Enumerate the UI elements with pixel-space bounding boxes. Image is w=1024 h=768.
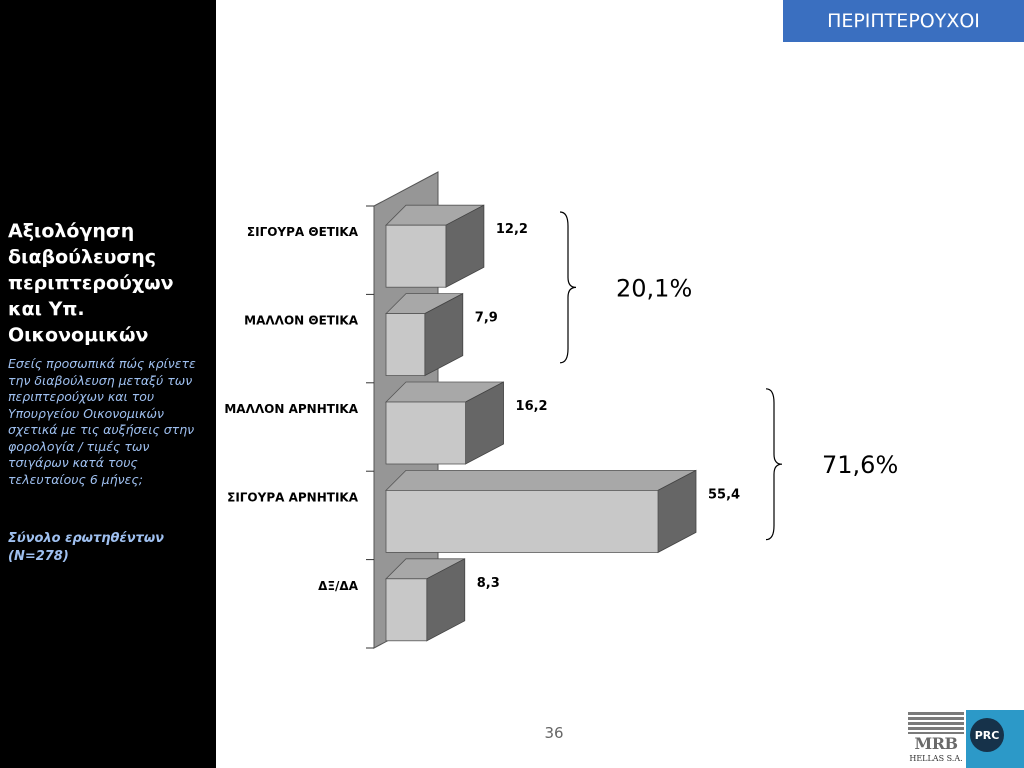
sample-size-note: Σύνολο ερωτηθέντων (Ν=278) [8, 531, 164, 564]
chart-bars [385, 204, 697, 642]
bar-chart: ΣΙΓΟΥΡΑ ΘΕΤΙΚΑ ΜΑΛΛΟΝ ΘΕΤΙΚΑ ΜΑΛΛΟΝ ΑΡΝΗΤΙ… [224, 171, 898, 649]
chart-value-label: 8,3 [477, 576, 500, 591]
chart-bar [385, 381, 504, 465]
chart-category-labels: ΣΙΓΟΥΡΑ ΘΕΤΙΚΑ ΜΑΛΛΟΝ ΘΕΤΙΚΑ ΜΑΛΛΟΝ ΑΡΝΗΤΙ… [224, 225, 358, 593]
slide-title: Αξιολόγηση διαβούλευσης περιπτερούχων κα… [8, 220, 174, 346]
chart-bar-front [385, 224, 447, 288]
chart-group-label: 71,6% [822, 451, 898, 479]
chart-bar-front [385, 401, 466, 465]
chart-group-annotations: 20,1% 71,6% [559, 211, 898, 541]
chart-category-label: ΣΙΓΟΥΡΑ ΘΕΤΙΚΑ [247, 225, 359, 239]
chart-bar-front [385, 313, 426, 377]
chart-bar-front [385, 489, 659, 553]
mrb-logo: MRB HELLAS S.A. [908, 710, 964, 768]
chart-bar-top [385, 469, 697, 491]
survey-question: Εσείς προσωπικά πώς κρίνετε την διαβούλε… [8, 356, 196, 487]
chart-category-label: ΜΑΛΛΟΝ ΑΡΝΗΤΙΚΑ [224, 402, 358, 416]
chart-bar [385, 204, 485, 288]
chart-group-brace [765, 388, 783, 541]
mrb-logo-stripes [908, 712, 964, 734]
prc-logo: PRC [966, 710, 1024, 768]
chart-category-label: ΣΙΓΟΥΡΑ ΑΡΝΗΤΙΚΑ [227, 490, 359, 504]
segment-badge: ΠΕΡΙΠΤΕΡΟΥΧΟΙ [783, 0, 1024, 42]
chart-group-brace [559, 211, 577, 364]
chart-value-label: 55,4 [708, 487, 740, 502]
chart-axis-ticks [366, 205, 374, 649]
chart-bar [385, 558, 466, 642]
chart-value-label: 7,9 [475, 311, 498, 326]
page-number: 36 [544, 724, 564, 742]
chart-category-label: ΜΑΛΛΟΝ ΘΕΤΙΚΑ [244, 314, 359, 328]
chart-bar [385, 469, 697, 554]
sidebar-panel: Αξιολόγηση διαβούλευσης περιπτερούχων κα… [0, 0, 216, 768]
prc-logo-bubble: PRC [970, 718, 1004, 752]
chart-value-label: 12,2 [496, 222, 528, 237]
chart-value-labels: 12,2 7,9 16,2 55,4 8,3 [475, 222, 740, 591]
chart-category-label: ΔΞ/ΔΑ [318, 579, 359, 593]
mrb-logo-subtext: HELLAS S.A. [909, 754, 963, 763]
chart-group-label: 20,1% [616, 274, 692, 302]
chart-bar [385, 292, 464, 377]
chart-bar-front [385, 578, 428, 642]
mrb-logo-text: MRB [914, 734, 958, 753]
chart-value-label: 16,2 [516, 399, 548, 414]
